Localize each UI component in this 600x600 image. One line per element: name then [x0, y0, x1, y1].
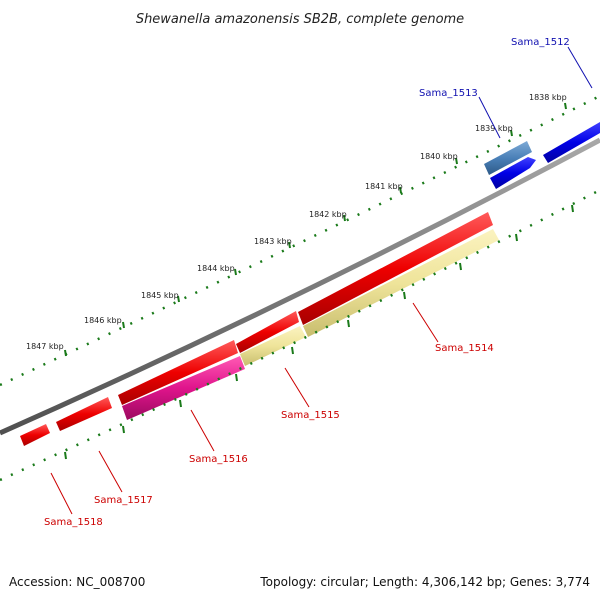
feature-yellow-1515[interactable]: [240, 326, 306, 366]
leader-sama-1516: [190, 409, 215, 452]
gene-sama-1513-arrow[interactable]: [490, 157, 536, 189]
gene-sama-1517[interactable]: [56, 397, 112, 431]
kbp-label-1847: 1847 kbp: [26, 342, 64, 351]
gene-label-sama-1515[interactable]: Sama_1515: [281, 410, 340, 421]
accession-text: Accession: NC_008700: [9, 575, 145, 589]
gene-label-sama-1514[interactable]: Sama_1514: [435, 343, 494, 354]
kbp-label-1840: 1840 kbp: [420, 152, 458, 161]
topology-text: Topology: circular; Length: 4,306,142 bp…: [259, 575, 590, 589]
gene-label-sama-1517[interactable]: Sama_1517: [94, 495, 153, 506]
gene-sama-1514[interactable]: [298, 212, 493, 325]
feature-magenta-1516[interactable]: [122, 356, 245, 420]
leader-sama-1514: [412, 302, 439, 343]
genome-backbone: [0, 137, 600, 436]
gene-label-sama-1518[interactable]: Sama_1518: [44, 517, 103, 528]
gene-sama-1512[interactable]: [543, 122, 600, 163]
gene-sama-1518[interactable]: [20, 424, 50, 446]
kbp-label-1846: 1846 kbp: [84, 316, 122, 325]
gene-label-sama-1512[interactable]: Sama_1512: [511, 37, 570, 48]
kbp-label-1843: 1843 kbp: [254, 237, 292, 246]
outer-major-ticks: [64, 102, 567, 357]
leader-sama-1518: [50, 472, 73, 515]
kbp-label-1841: 1841 kbp: [365, 182, 403, 191]
gene-label-sama-1516[interactable]: Sama_1516: [189, 454, 248, 465]
feature-yellow-1514[interactable]: [303, 229, 499, 337]
gene-sama-1513[interactable]: [484, 141, 532, 175]
map-title: Shewanella amazonensis SB2B, complete ge…: [136, 12, 464, 27]
gene-sama-1516[interactable]: [118, 340, 238, 405]
kbp-label-1845: 1845 kbp: [141, 291, 179, 300]
leader-sama-1517: [98, 450, 123, 493]
kbp-label-1844: 1844 kbp: [197, 264, 235, 273]
outer-tick-ring: [0, 94, 600, 387]
kbp-label-1838: 1838 kbp: [529, 93, 567, 102]
gene-sama-1515[interactable]: [236, 311, 299, 353]
leader-sama-1512: [567, 46, 593, 89]
leader-sama-1513: [478, 96, 501, 139]
inner-major-ticks: [64, 204, 574, 460]
gene-label-sama-1513[interactable]: Sama_1513: [419, 88, 478, 99]
kbp-label-1842: 1842 kbp: [309, 210, 347, 219]
kbp-label-1839: 1839 kbp: [475, 124, 513, 133]
leader-sama-1515: [284, 367, 310, 408]
